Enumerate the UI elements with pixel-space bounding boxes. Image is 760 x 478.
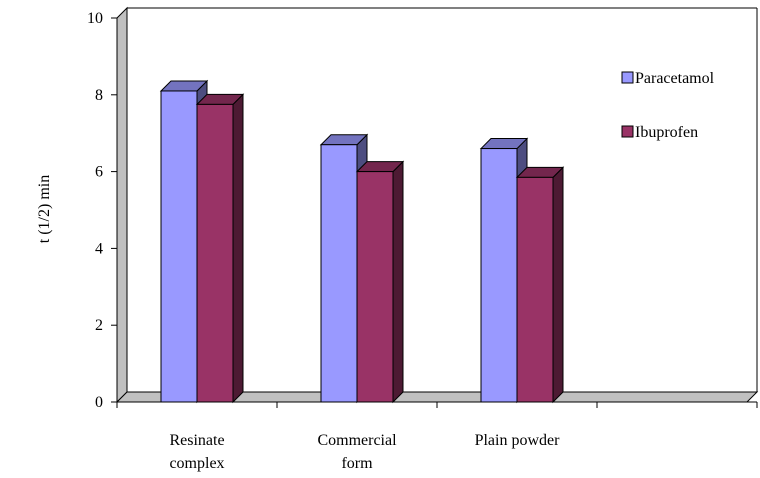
bar-front [320, 144, 358, 403]
bar-front [160, 90, 198, 403]
legend: Paracetamol Ibuprofen [621, 70, 715, 141]
bar-front [480, 148, 518, 403]
y-tick-label: 10 [87, 10, 103, 27]
x-category-label: form [341, 455, 373, 472]
bar-front [516, 176, 554, 403]
y-tick-label: 0 [95, 394, 103, 411]
y-tick-label: 4 [95, 240, 103, 257]
bar-ibuprofen [195, 93, 245, 404]
y-tick-label: 8 [95, 87, 103, 104]
legend-swatch [621, 71, 634, 84]
y-tick-label: 6 [95, 164, 103, 181]
bar-ibuprofen [355, 160, 405, 404]
x-axis: Resinate complex Commercial form Plain powde… [116, 401, 758, 472]
x-category-label: Plain powder [475, 432, 561, 449]
x-category-label: Resinate [169, 432, 224, 449]
bar-front [196, 103, 234, 403]
x-category-label: complex [169, 455, 224, 472]
legend-label: Ibuprofen [635, 124, 698, 141]
y-axis-title: t (1/2) min [36, 175, 53, 243]
bar-side [232, 93, 244, 404]
y-tick-label: 2 [95, 317, 103, 334]
legend-label: Paracetamol [635, 70, 715, 87]
bars [159, 79, 565, 404]
bar-side [552, 166, 564, 404]
side-wall [116, 6, 128, 404]
bar-side [392, 160, 404, 404]
x-category-label: Commercial [317, 432, 397, 449]
bar-front [356, 171, 394, 403]
legend-swatch [621, 125, 634, 138]
y-axis: 0 2 4 6 8 10 [87, 10, 118, 411]
bar-ibuprofen [515, 166, 565, 404]
